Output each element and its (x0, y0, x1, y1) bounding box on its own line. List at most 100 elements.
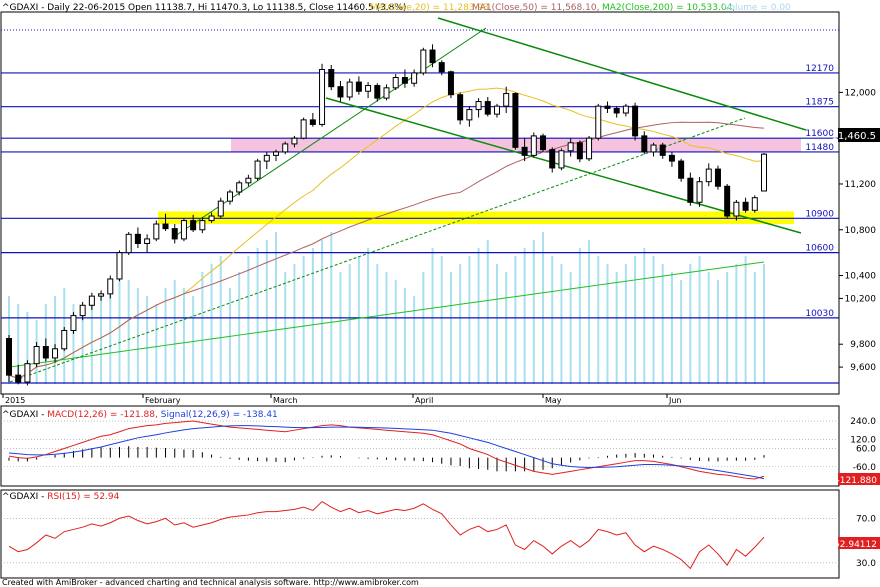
volume-bar (652, 256, 655, 384)
candle (346, 78, 353, 101)
candle (567, 138, 574, 157)
volume-bar (90, 304, 93, 384)
volume-bar (330, 232, 333, 384)
volume-bar (357, 256, 360, 384)
volume-bar (127, 280, 130, 384)
candle (374, 83, 381, 102)
macd-tick-label: 120.0 (850, 435, 876, 445)
volume-bar (468, 256, 471, 384)
price-tick-label: 10,200 (845, 294, 877, 304)
volume-bar (459, 264, 462, 384)
candle (641, 131, 648, 155)
volume-bar (192, 296, 195, 384)
candle (171, 224, 178, 244)
candle (438, 60, 445, 76)
candle (761, 153, 767, 192)
volume-bar (505, 272, 508, 384)
volume-bar (100, 296, 103, 384)
candle (576, 140, 583, 163)
ma50-line (8, 121, 765, 380)
level-label: 10900 (805, 209, 834, 219)
volume-bar (744, 256, 747, 384)
candle (217, 197, 224, 219)
volume-bar (588, 240, 591, 384)
volume-bar (551, 256, 554, 384)
candle (88, 292, 95, 310)
candle (365, 82, 372, 99)
candle (144, 234, 151, 253)
volume-bar (486, 240, 489, 384)
volume-bar (707, 272, 710, 384)
volume-bar (146, 296, 149, 384)
volume-bar (26, 312, 29, 384)
svg-text:^GDAXI - RSI(15) = 52.94: ^GDAXI - RSI(15) = 52.94 (2, 492, 120, 502)
macd-title-macd: MACD(12,26) = -121.88, (47, 410, 158, 420)
macd-line (8, 420, 765, 480)
macd-tick-label: -60.0 (853, 463, 877, 473)
volume-bar (449, 272, 452, 384)
volume-bar (763, 264, 765, 384)
price-tick-label: 11,200 (845, 180, 877, 190)
volume-bar (753, 272, 756, 384)
candle (282, 141, 289, 155)
candle (484, 96, 491, 117)
volume-bar (735, 264, 738, 384)
level-label: 10600 (805, 244, 834, 254)
volume-bar (247, 256, 250, 384)
candle (98, 290, 105, 301)
candle (116, 250, 123, 282)
price-tick-label: 9,600 (850, 363, 876, 373)
volume-bar (265, 240, 268, 384)
ma200-line (8, 261, 765, 368)
header-ma1: MA1(Close,50) = 11,568.10, (472, 3, 599, 13)
candle (226, 189, 233, 205)
volume-bar (118, 272, 121, 384)
price-tick-label: 10,400 (845, 272, 877, 282)
volume-bar (689, 264, 692, 384)
candle (613, 106, 620, 118)
candle (420, 47, 427, 76)
volume-bar (376, 264, 379, 384)
candle (328, 64, 335, 91)
volume-bar (495, 264, 498, 384)
volume-bar (321, 240, 324, 384)
volume-bar (532, 240, 535, 384)
candle (751, 195, 758, 213)
header-info: ^GDAXI - Daily 22-06-2015 Open 11138.7, … (2, 3, 406, 13)
volume-bar (560, 264, 563, 384)
candle (558, 148, 565, 171)
volume-bar (311, 248, 314, 384)
candle (447, 70, 454, 99)
macd-tick-label: 240.0 (850, 417, 876, 427)
candle (540, 133, 547, 152)
price-tick-label: 10,800 (845, 226, 877, 236)
rsi-title-symbol: ^GDAXI - (2, 492, 47, 502)
candle (199, 217, 206, 234)
candle (6, 335, 12, 382)
volume-bar (569, 272, 572, 384)
candle (107, 275, 114, 299)
rsi-panel: 70.0 30.0 ^GDAXI - RSI(15) = 52.94 52.941… (0, 489, 880, 579)
candle (512, 92, 519, 150)
candle (70, 312, 77, 334)
macd-tick-label: 60.0 (856, 444, 876, 454)
volume-bar (440, 256, 443, 384)
candle (273, 149, 280, 162)
candle (742, 197, 749, 213)
candle (300, 117, 307, 140)
level-label: 12170 (805, 64, 834, 74)
volume-bar (182, 288, 185, 384)
month-label: Jun (668, 396, 682, 405)
volume-bar (431, 248, 434, 384)
candle (733, 199, 740, 221)
candle (79, 301, 86, 321)
candle (678, 158, 685, 182)
volume-bar (477, 248, 480, 384)
level-label: 10030 (805, 309, 834, 319)
candle (236, 180, 243, 196)
candle (125, 232, 132, 255)
volume-bar (726, 272, 729, 384)
candle (208, 212, 215, 223)
volume-bar (367, 248, 370, 384)
